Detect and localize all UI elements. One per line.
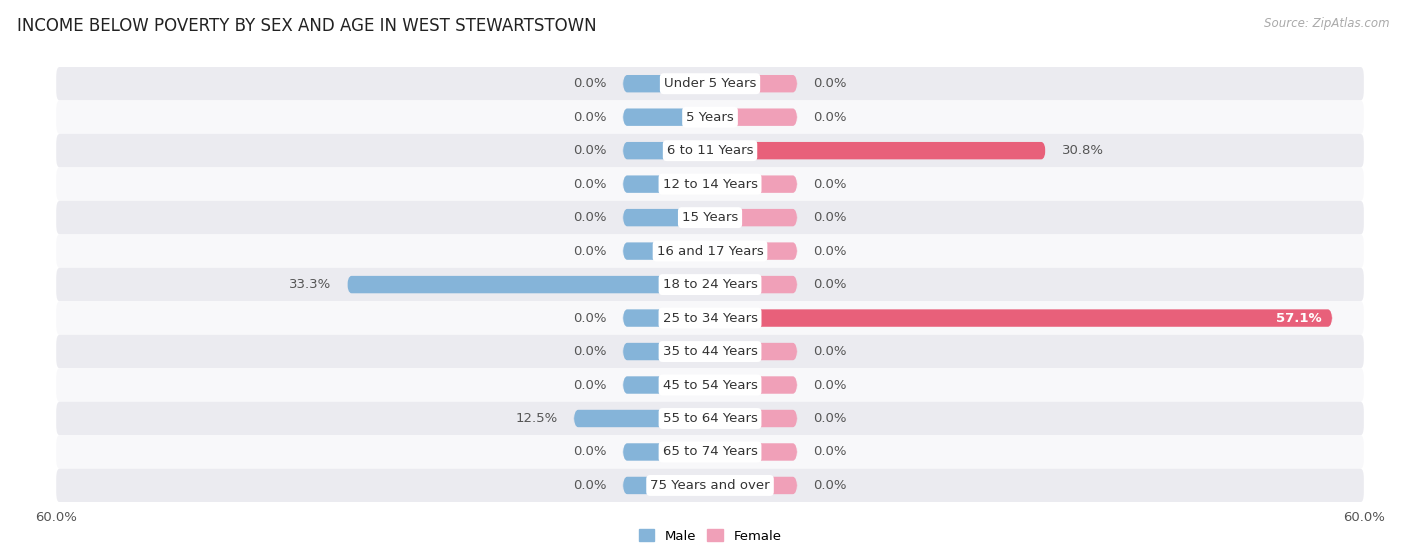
Text: 0.0%: 0.0% [814, 345, 846, 358]
FancyBboxPatch shape [56, 201, 1364, 234]
FancyBboxPatch shape [623, 75, 710, 93]
FancyBboxPatch shape [56, 167, 1364, 201]
Text: 75 Years and over: 75 Years and over [650, 479, 770, 492]
Text: 5 Years: 5 Years [686, 110, 734, 124]
Text: 55 to 64 Years: 55 to 64 Years [662, 412, 758, 425]
FancyBboxPatch shape [623, 142, 710, 160]
Text: 16 and 17 Years: 16 and 17 Years [657, 244, 763, 258]
Text: 30.8%: 30.8% [1062, 144, 1104, 157]
FancyBboxPatch shape [56, 234, 1364, 268]
Text: INCOME BELOW POVERTY BY SEX AND AGE IN WEST STEWARTSTOWN: INCOME BELOW POVERTY BY SEX AND AGE IN W… [17, 17, 596, 35]
Text: 0.0%: 0.0% [814, 77, 846, 90]
Text: 0.0%: 0.0% [574, 144, 606, 157]
Text: 0.0%: 0.0% [574, 378, 606, 392]
Text: Source: ZipAtlas.com: Source: ZipAtlas.com [1264, 17, 1389, 30]
FancyBboxPatch shape [710, 142, 1046, 160]
FancyBboxPatch shape [710, 443, 797, 461]
FancyBboxPatch shape [56, 469, 1364, 502]
FancyBboxPatch shape [710, 276, 797, 294]
Text: 0.0%: 0.0% [574, 177, 606, 191]
Text: 0.0%: 0.0% [574, 479, 606, 492]
FancyBboxPatch shape [623, 209, 710, 227]
FancyBboxPatch shape [56, 368, 1364, 402]
Text: 0.0%: 0.0% [574, 77, 606, 90]
FancyBboxPatch shape [710, 209, 797, 227]
Text: 0.0%: 0.0% [574, 244, 606, 258]
FancyBboxPatch shape [710, 242, 797, 260]
FancyBboxPatch shape [56, 268, 1364, 301]
Text: 0.0%: 0.0% [574, 311, 606, 325]
Text: 12 to 14 Years: 12 to 14 Years [662, 177, 758, 191]
Text: 0.0%: 0.0% [814, 211, 846, 224]
Text: 0.0%: 0.0% [814, 244, 846, 258]
FancyBboxPatch shape [56, 435, 1364, 469]
Text: 0.0%: 0.0% [574, 211, 606, 224]
FancyBboxPatch shape [574, 410, 710, 427]
Text: 25 to 34 Years: 25 to 34 Years [662, 311, 758, 325]
FancyBboxPatch shape [347, 276, 710, 294]
Text: 0.0%: 0.0% [814, 278, 846, 291]
Text: 0.0%: 0.0% [574, 445, 606, 459]
FancyBboxPatch shape [623, 477, 710, 494]
FancyBboxPatch shape [710, 410, 797, 427]
FancyBboxPatch shape [56, 134, 1364, 167]
FancyBboxPatch shape [56, 335, 1364, 368]
Text: 12.5%: 12.5% [515, 412, 558, 425]
FancyBboxPatch shape [56, 402, 1364, 435]
Text: 0.0%: 0.0% [814, 479, 846, 492]
Legend: Male, Female: Male, Female [633, 524, 787, 548]
Text: 0.0%: 0.0% [814, 177, 846, 191]
FancyBboxPatch shape [710, 477, 797, 494]
FancyBboxPatch shape [710, 75, 797, 93]
Text: 33.3%: 33.3% [288, 278, 330, 291]
FancyBboxPatch shape [623, 242, 710, 260]
Text: 0.0%: 0.0% [814, 445, 846, 459]
Text: 6 to 11 Years: 6 to 11 Years [666, 144, 754, 157]
Text: 0.0%: 0.0% [814, 378, 846, 392]
Text: 15 Years: 15 Years [682, 211, 738, 224]
FancyBboxPatch shape [623, 376, 710, 394]
FancyBboxPatch shape [710, 175, 797, 193]
FancyBboxPatch shape [623, 108, 710, 126]
FancyBboxPatch shape [710, 376, 797, 394]
FancyBboxPatch shape [710, 108, 797, 126]
Text: 57.1%: 57.1% [1275, 311, 1322, 325]
FancyBboxPatch shape [56, 100, 1364, 134]
FancyBboxPatch shape [623, 343, 710, 360]
Text: Under 5 Years: Under 5 Years [664, 77, 756, 90]
Text: 65 to 74 Years: 65 to 74 Years [662, 445, 758, 459]
Text: 18 to 24 Years: 18 to 24 Years [662, 278, 758, 291]
Text: 35 to 44 Years: 35 to 44 Years [662, 345, 758, 358]
FancyBboxPatch shape [56, 67, 1364, 100]
Text: 45 to 54 Years: 45 to 54 Years [662, 378, 758, 392]
FancyBboxPatch shape [623, 309, 710, 327]
FancyBboxPatch shape [623, 443, 710, 461]
Text: 0.0%: 0.0% [574, 345, 606, 358]
FancyBboxPatch shape [623, 175, 710, 193]
FancyBboxPatch shape [710, 343, 797, 360]
Text: 0.0%: 0.0% [574, 110, 606, 124]
FancyBboxPatch shape [710, 309, 1333, 327]
FancyBboxPatch shape [56, 301, 1364, 335]
Text: 0.0%: 0.0% [814, 412, 846, 425]
Text: 0.0%: 0.0% [814, 110, 846, 124]
